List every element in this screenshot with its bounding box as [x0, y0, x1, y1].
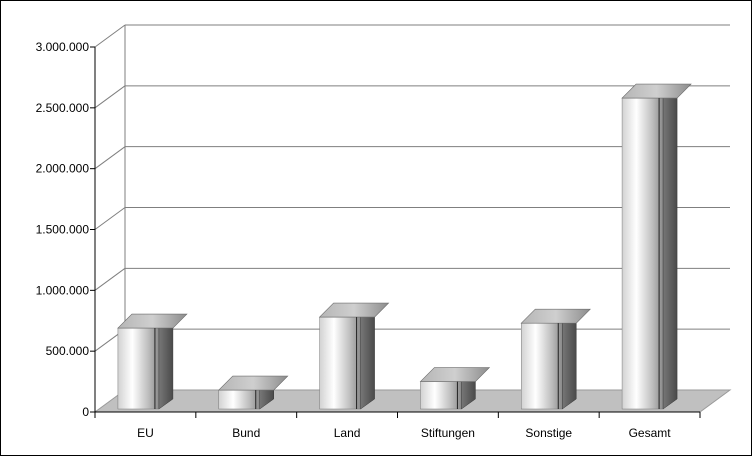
bar-cap — [520, 308, 591, 324]
x-tick-label: Sonstige — [525, 426, 572, 440]
y-tick-label: 2.500.000 — [36, 101, 90, 115]
y-tick-label: 1.500.000 — [36, 223, 90, 237]
bar-front — [621, 97, 664, 410]
bar-cap — [117, 313, 188, 329]
y-axis-ticks: 0 500.000 1.000.000 1.500.000 2.000.000 2.500… — [36, 40, 701, 419]
x-tick-label: Land — [334, 426, 361, 440]
x-axis-labels: EU Bund Land Stiftungen Sonstige Gesamt — [137, 426, 671, 440]
bar — [419, 367, 491, 410]
bar-front — [420, 381, 462, 410]
bar — [520, 308, 591, 410]
bar-cap — [419, 367, 491, 382]
bar-side — [360, 306, 375, 410]
y-tick-label: 2.000.000 — [36, 162, 90, 176]
bar — [218, 375, 289, 410]
bar-cap — [318, 302, 390, 318]
gridline-diagonal — [94, 267, 126, 291]
x-tick-label: Stiftungen — [421, 426, 475, 440]
bar-side — [662, 87, 678, 410]
bar-front — [117, 327, 160, 410]
bar-front — [521, 322, 563, 410]
gridline-diagonal — [94, 207, 126, 230]
x-tick-label: EU — [137, 426, 154, 440]
y-tick-label: 3.000.000 — [36, 40, 90, 54]
axes — [94, 47, 700, 413]
gridline-diagonal — [94, 85, 126, 109]
bar — [117, 313, 188, 410]
y-tick-label: 500.000 — [46, 344, 90, 358]
bar — [621, 83, 692, 410]
gridline-diagonal — [94, 146, 126, 170]
gridline-diagonal — [94, 24, 126, 48]
x-tick-label: Bund — [232, 426, 260, 440]
bar — [318, 302, 390, 410]
bar-front — [218, 389, 260, 410]
bar-front — [319, 316, 361, 410]
bar-side — [158, 317, 174, 410]
bar-cap — [218, 375, 289, 391]
bars — [117, 83, 692, 410]
y-tick-label: 1.000.000 — [36, 283, 90, 297]
bar-side — [562, 312, 577, 410]
x-tick-label: Gesamt — [629, 426, 672, 440]
y-tick-label: 0 — [82, 405, 89, 419]
